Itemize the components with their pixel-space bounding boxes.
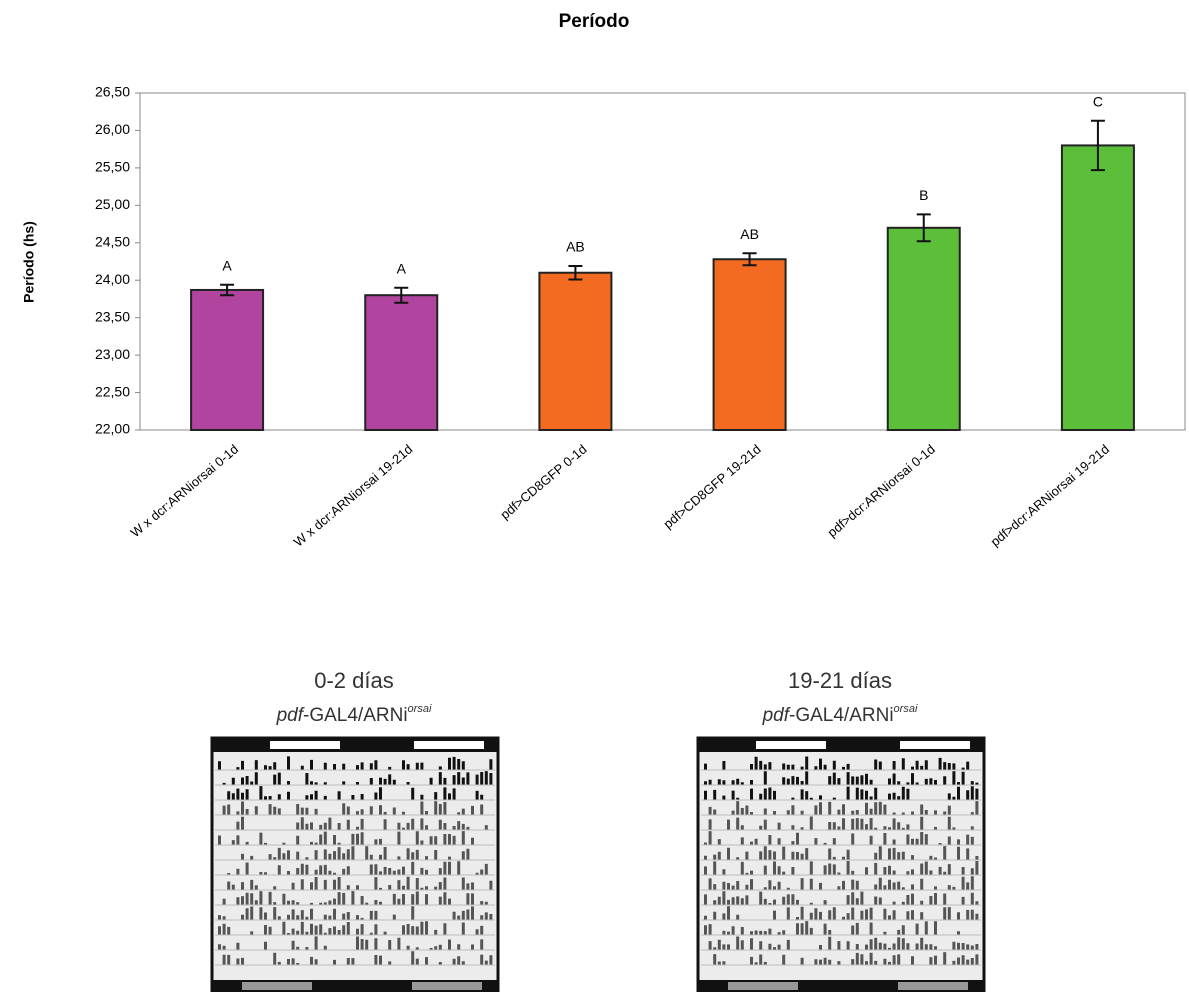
actogram-genotype: pdf-GAL4/ARNiorsai [762, 703, 918, 726]
bar [1062, 145, 1134, 430]
plot-frame [140, 93, 1185, 430]
significance-letter: A [397, 260, 407, 276]
y-tick-label: 23,00 [95, 346, 130, 362]
y-tick-label: 26,50 [95, 84, 130, 100]
y-tick-label: 25,50 [95, 159, 130, 175]
light-phase [414, 741, 484, 749]
light-phase [412, 982, 482, 990]
actogram-title: 19-21 días [788, 668, 892, 693]
x-tick-label: pdf>CD8GFP 19-21d [660, 441, 763, 531]
significance-letter: A [222, 257, 232, 273]
light-phase [728, 982, 798, 990]
light-phase [242, 982, 312, 990]
x-tick-label: W x dcr:ARNiorsai 0-1d [128, 441, 242, 540]
bar [365, 295, 437, 430]
y-tick-label: 22,50 [95, 383, 130, 399]
x-tick-label: pdf>dcr:ARNiorsai 19-21d [988, 441, 1113, 549]
bar [888, 228, 960, 430]
significance-letter: C [1093, 93, 1103, 109]
y-tick-label: 24,00 [95, 271, 130, 287]
x-tick-label: W x dcr:ARNiorsai 19-21d [291, 441, 416, 549]
y-axis-label: Período (hs) [21, 221, 37, 303]
y-tick-label: 24,50 [95, 233, 130, 249]
y-tick-label: 23,50 [95, 308, 130, 324]
y-tick-label: 25,00 [95, 196, 130, 212]
bar [191, 290, 263, 430]
bar [539, 273, 611, 430]
significance-letter: AB [740, 226, 759, 242]
actogram-genotype: pdf-GAL4/ARNiorsai [276, 703, 432, 726]
light-phase [270, 741, 340, 749]
y-tick-label: 22,00 [95, 421, 130, 437]
significance-letter: B [919, 187, 928, 203]
light-phase [900, 741, 970, 749]
light-phase [756, 741, 826, 749]
light-phase [898, 982, 968, 990]
page: Período Período (hs) 0-2 días pdf-GAL4/AR… [0, 0, 1189, 992]
bar [714, 259, 786, 430]
chart-title: Período [559, 11, 630, 32]
y-tick-label: 26,00 [95, 121, 130, 137]
x-tick-label: pdf>dcr:ARNiorsai 0-1d [824, 441, 937, 540]
actogram-title: 0-2 días [314, 668, 394, 693]
significance-letter: AB [566, 239, 585, 255]
x-tick-label: pdf>CD8GFP 0-1d [497, 441, 589, 522]
